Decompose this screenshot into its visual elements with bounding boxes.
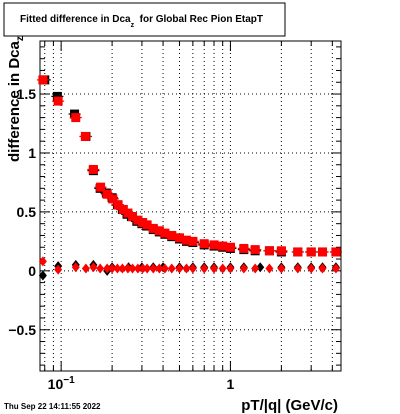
title-box: Fitted difference in Dcaz for Global Rec… <box>3 2 286 37</box>
chart-title: Fitted difference in Dcaz for Global Rec… <box>20 14 263 29</box>
diamond-marker <box>54 264 63 275</box>
square-marker <box>71 113 81 123</box>
x-tick-label-base: 10 <box>48 376 64 392</box>
diamond-marker <box>103 263 112 274</box>
diamond-marker <box>265 263 274 274</box>
diamond-marker <box>38 270 47 281</box>
diamond-marker <box>226 263 235 274</box>
square-marker <box>331 247 341 257</box>
square-marker <box>188 236 198 246</box>
x-tick-labels: 10−1 1 <box>48 375 235 392</box>
data-markers <box>36 75 342 281</box>
diamond-marker <box>210 263 219 274</box>
axis-ticks <box>40 41 341 371</box>
diamond-marker <box>256 262 265 273</box>
x-axis-label: pT/|q| (GeV/c) <box>241 397 338 414</box>
chart-title-main: Fitted difference in Dca <box>20 14 131 25</box>
square-marker <box>306 247 316 257</box>
diamond-marker <box>71 262 80 273</box>
y-tick-label: 0.5 <box>17 204 37 220</box>
square-marker <box>239 243 249 253</box>
chart-title-subscript: z <box>131 22 135 29</box>
diamond-marker <box>149 263 158 274</box>
diamond-marker <box>307 263 316 274</box>
y-axis-label-main: difference in Dca <box>6 40 23 162</box>
diamond-marker <box>167 263 176 274</box>
diamond-marker <box>175 263 184 274</box>
diamond-marker <box>160 263 169 274</box>
diamond-marker <box>113 263 122 274</box>
square-marker <box>38 75 48 85</box>
diamond-marker <box>123 263 132 274</box>
square-marker <box>167 230 177 240</box>
diamond-marker <box>218 263 227 274</box>
diamond-marker <box>133 263 142 274</box>
square-marker <box>53 96 63 106</box>
diamond-marker <box>239 263 248 274</box>
square-marker <box>181 235 191 245</box>
diamond-marker <box>96 263 105 274</box>
title-box-frame <box>3 2 286 37</box>
timestamp: Thu Sep 22 14:11:55 2022 <box>4 402 101 411</box>
diamond-marker <box>200 263 209 274</box>
y-tick-labels: −0.5 0 0.5 1 1.5 <box>8 86 36 338</box>
square-marker <box>318 247 328 257</box>
x-tick-label-exponent: −1 <box>63 375 75 386</box>
square-marker <box>154 226 164 236</box>
square-marker <box>250 245 260 255</box>
diamond-marker <box>81 263 90 274</box>
plot-frame <box>39 40 342 372</box>
square-marker <box>264 246 274 256</box>
diamond-marker <box>318 263 327 274</box>
square-marker <box>142 220 152 230</box>
y-tick-label: 1 <box>28 145 36 161</box>
y-tick-label: 1.5 <box>17 86 37 102</box>
square-marker <box>80 131 90 141</box>
diamond-marker <box>155 263 164 274</box>
square-marker <box>88 164 98 174</box>
square-marker <box>123 208 133 218</box>
grid-lines <box>40 41 341 371</box>
diamond-marker <box>251 263 260 274</box>
y-axis-label: difference in Dcaz <box>6 36 26 162</box>
diamond-marker <box>188 263 197 274</box>
square-marker <box>160 228 170 238</box>
square-marker <box>225 242 235 252</box>
square-marker <box>209 240 219 250</box>
square-marker <box>276 246 286 256</box>
square-marker <box>293 247 303 257</box>
diamond-marker <box>277 263 286 274</box>
square-marker <box>52 91 62 101</box>
square-marker <box>128 212 138 222</box>
x-tick-label-base: 1 <box>227 376 235 392</box>
diamond-marker <box>331 263 340 274</box>
square-marker <box>108 194 118 204</box>
diamond-marker <box>182 263 191 274</box>
diamond-marker <box>128 263 137 274</box>
y-axis-label-subscript: z <box>15 36 26 41</box>
square-marker <box>218 241 228 251</box>
square-marker <box>174 233 184 243</box>
chart-title-rest: for Global Rec Pion EtapT <box>134 14 263 25</box>
square-marker <box>199 239 209 249</box>
y-tick-label: −0.5 <box>8 322 36 338</box>
diamond-marker <box>89 262 98 273</box>
square-marker <box>96 182 106 192</box>
x-tick-label: 10−1 <box>48 375 75 392</box>
square-marker <box>113 200 123 210</box>
diamond-marker <box>143 263 152 274</box>
y-tick-label: 0 <box>28 263 36 279</box>
square-marker <box>118 205 128 215</box>
diamond-marker <box>138 263 147 274</box>
diamond-marker <box>293 263 302 274</box>
diamond-marker <box>118 263 127 274</box>
square-marker <box>148 223 158 233</box>
square-marker <box>133 215 143 225</box>
diamond-marker <box>108 263 117 274</box>
diamond-marker <box>38 256 47 267</box>
x-tick-label: 1 <box>227 376 235 392</box>
square-marker <box>102 189 112 199</box>
